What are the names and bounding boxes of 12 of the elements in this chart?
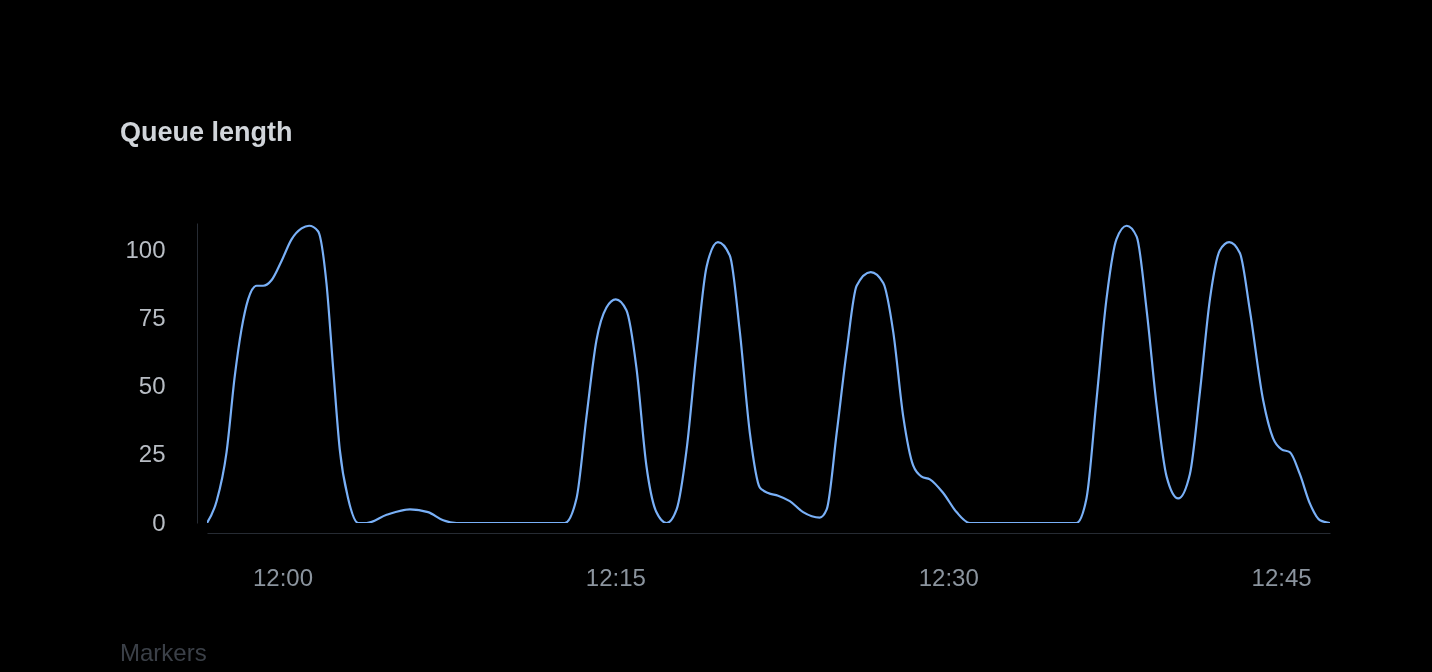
y-tick-label: 50 <box>138 372 166 400</box>
text: Markers <box>120 639 207 666</box>
x-tick-label: 12:00 <box>252 563 314 591</box>
y-tick-label: 100 <box>125 235 166 263</box>
chart-title: Queue length <box>120 117 293 147</box>
x-tick-label: 12:15 <box>585 563 646 591</box>
y-tick-label: 75 <box>138 303 166 331</box>
x-tick-label: 12:30 <box>918 563 979 591</box>
y-tick-label: 0 <box>152 508 166 536</box>
x-tick-label: 12:45 <box>1251 563 1312 591</box>
line-series <box>207 224 1330 523</box>
y-tick-label: 25 <box>138 440 166 468</box>
